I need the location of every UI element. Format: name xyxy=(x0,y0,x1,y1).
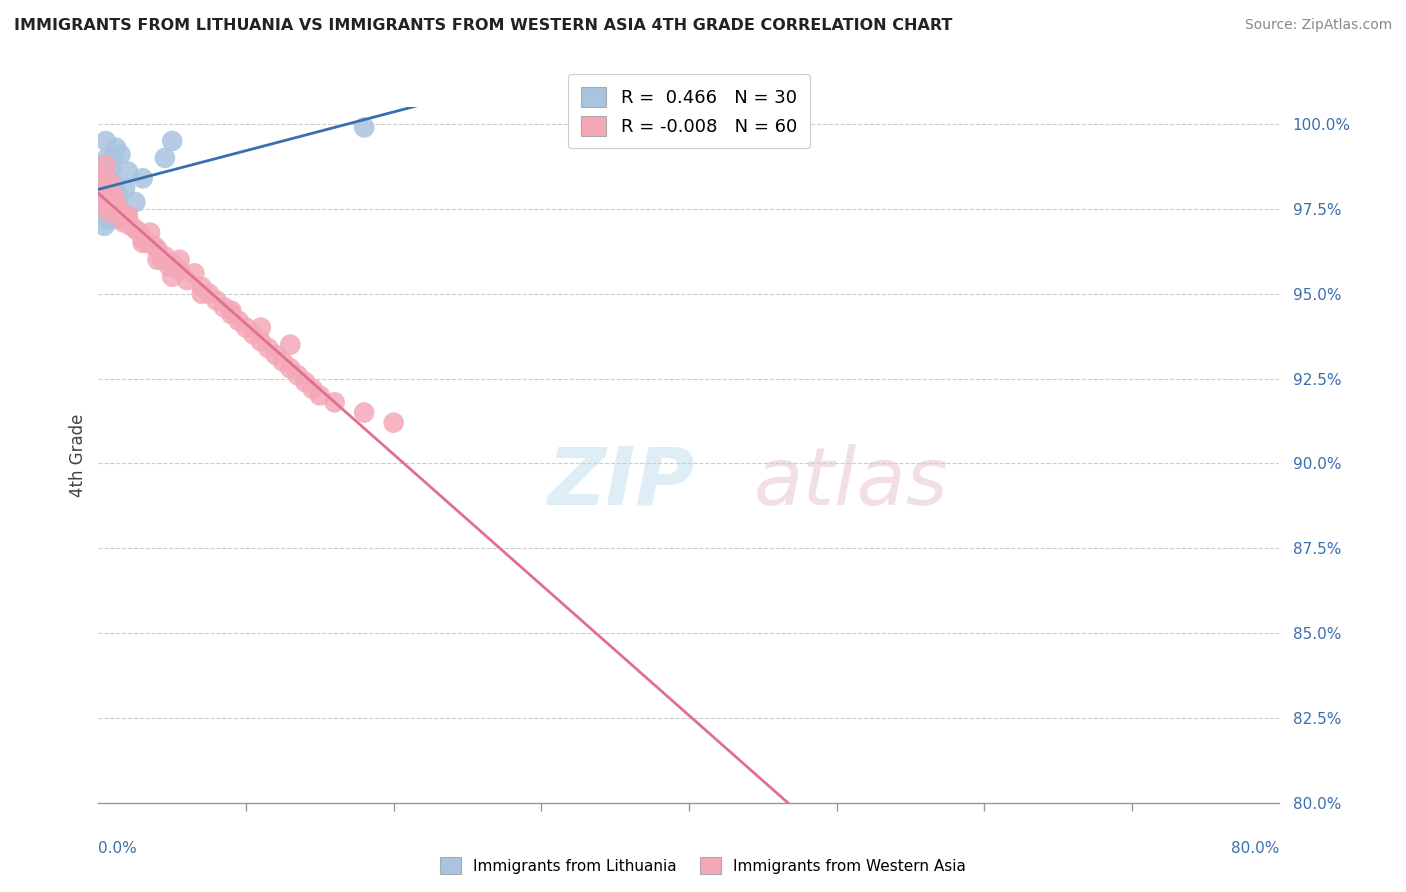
Point xyxy=(110,205,132,219)
Point xyxy=(212,300,235,314)
Point xyxy=(103,151,125,165)
Point xyxy=(280,337,302,351)
Point xyxy=(301,382,323,396)
Point xyxy=(107,188,129,202)
Point xyxy=(309,388,332,402)
Point xyxy=(94,158,117,172)
Point xyxy=(280,361,302,376)
Point xyxy=(97,185,120,199)
Point xyxy=(257,341,280,355)
Point xyxy=(114,181,136,195)
Point xyxy=(124,222,146,236)
Point xyxy=(110,147,132,161)
Point xyxy=(143,239,166,253)
Legend: R =  0.466   N = 30, R = -0.008   N = 60: R = 0.466 N = 30, R = -0.008 N = 60 xyxy=(568,74,810,148)
Point xyxy=(120,219,142,233)
Point xyxy=(112,215,135,229)
Point xyxy=(162,256,183,270)
Point xyxy=(90,192,112,206)
Point xyxy=(191,280,214,294)
Point xyxy=(353,120,375,135)
Point xyxy=(93,198,115,212)
Point xyxy=(96,168,118,182)
Y-axis label: 4th Grade: 4th Grade xyxy=(69,413,87,497)
Text: IMMIGRANTS FROM LITHUANIA VS IMMIGRANTS FROM WESTERN ASIA 4TH GRADE CORRELATION : IMMIGRANTS FROM LITHUANIA VS IMMIGRANTS … xyxy=(14,18,952,33)
Point xyxy=(104,198,127,212)
Point xyxy=(93,175,115,189)
Point xyxy=(107,202,129,216)
Point xyxy=(169,263,191,277)
Point xyxy=(100,161,122,175)
Point xyxy=(162,134,183,148)
Point xyxy=(104,178,127,193)
Text: Source: ZipAtlas.com: Source: ZipAtlas.com xyxy=(1244,18,1392,32)
Point xyxy=(264,348,287,362)
Text: ZIP: ZIP xyxy=(547,443,695,522)
Point xyxy=(139,226,162,240)
Point xyxy=(162,269,183,284)
Point xyxy=(96,212,118,227)
Point xyxy=(157,260,180,274)
Point xyxy=(128,226,150,240)
Point xyxy=(98,198,121,212)
Point xyxy=(382,416,405,430)
Point xyxy=(96,185,118,199)
Point xyxy=(150,252,173,267)
Point xyxy=(228,314,250,328)
Point xyxy=(221,303,243,318)
Point xyxy=(117,164,139,178)
Point xyxy=(136,235,159,250)
Point xyxy=(353,405,375,419)
Point xyxy=(198,286,221,301)
Point xyxy=(242,327,264,342)
Point xyxy=(146,243,169,257)
Text: atlas: atlas xyxy=(754,443,949,522)
Point xyxy=(124,195,146,210)
Point xyxy=(153,249,176,263)
Point xyxy=(105,141,128,155)
Point xyxy=(103,188,125,202)
Text: 80.0%: 80.0% xyxy=(1232,841,1279,856)
Point xyxy=(205,293,228,308)
Point xyxy=(117,212,139,227)
Point xyxy=(108,202,131,216)
Point xyxy=(91,178,114,193)
Point xyxy=(94,202,117,216)
Point xyxy=(94,134,117,148)
Point xyxy=(153,151,176,165)
Point xyxy=(97,205,120,219)
Point xyxy=(183,266,205,280)
Point xyxy=(105,202,128,216)
Point xyxy=(98,175,121,189)
Point xyxy=(105,195,128,210)
Point xyxy=(132,171,155,186)
Text: 0.0%: 0.0% xyxy=(98,841,138,856)
Point xyxy=(250,320,273,334)
Point xyxy=(169,252,191,267)
Point xyxy=(100,209,122,223)
Legend: Immigrants from Lithuania, Immigrants from Western Asia: Immigrants from Lithuania, Immigrants fr… xyxy=(433,851,973,880)
Point xyxy=(287,368,309,383)
Point xyxy=(103,212,125,227)
Point xyxy=(176,273,198,287)
Point xyxy=(146,252,169,267)
Point xyxy=(93,219,115,233)
Point xyxy=(91,164,114,178)
Point xyxy=(250,334,273,349)
Point xyxy=(91,158,114,172)
Point xyxy=(132,235,155,250)
Point xyxy=(294,375,316,389)
Point xyxy=(98,192,121,206)
Point xyxy=(90,168,112,182)
Point xyxy=(96,151,118,165)
Point xyxy=(111,212,134,227)
Point xyxy=(191,286,214,301)
Point xyxy=(221,307,243,321)
Point xyxy=(100,192,122,206)
Point xyxy=(271,354,294,368)
Point xyxy=(235,320,257,334)
Point xyxy=(323,395,346,409)
Point xyxy=(117,209,139,223)
Point xyxy=(132,232,155,246)
